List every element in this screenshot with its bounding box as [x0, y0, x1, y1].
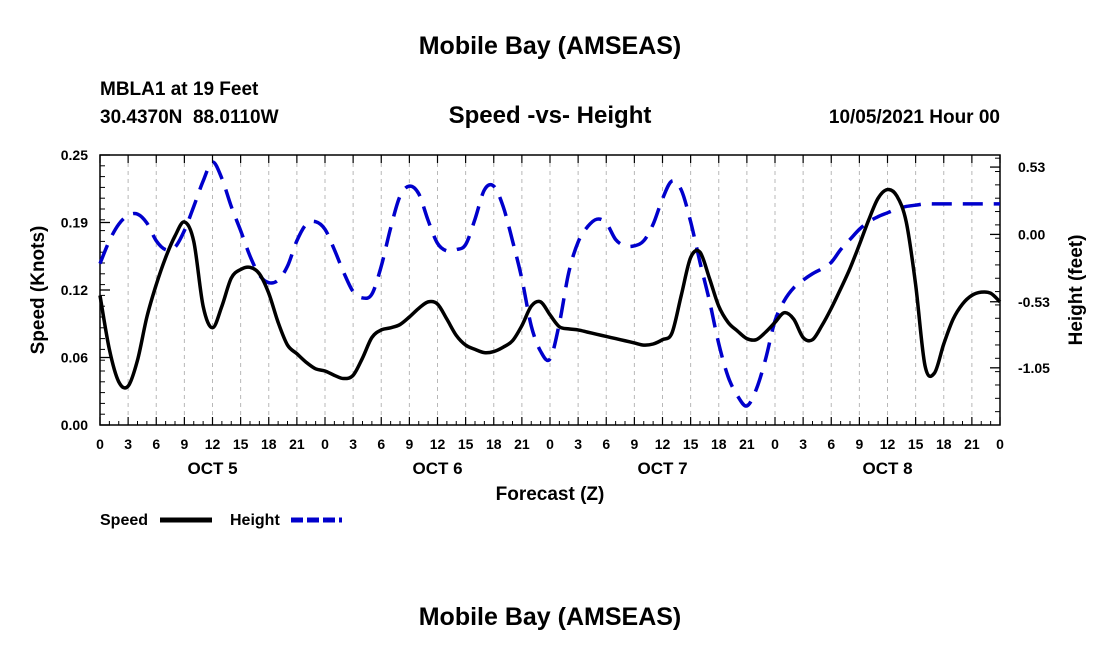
x-tick-label: 12 — [205, 436, 221, 452]
x-tick-label: 3 — [349, 436, 357, 452]
x-tick-label: 6 — [377, 436, 385, 452]
left-tick-label: 0.06 — [61, 350, 88, 366]
left-tick-label: 0.25 — [61, 147, 88, 163]
x-tick-label: 18 — [486, 436, 502, 452]
x-tick-label: 21 — [289, 436, 305, 452]
x-tick-label: 6 — [152, 436, 160, 452]
right-tick-label: 0.53 — [1018, 159, 1045, 175]
chart-title: Mobile Bay (AMSEAS) — [419, 32, 682, 60]
station-coordinates: 30.4370N 88.0110W — [100, 107, 279, 128]
legend-height-label: Height — [230, 512, 280, 529]
day-label: OCT 5 — [187, 459, 237, 478]
right-axis: 0.53 0.00 -0.53 -1.05 — [990, 157, 1050, 426]
legend: Speed Height — [100, 512, 342, 529]
y-axis-right-label: Height (feet) — [1066, 235, 1087, 346]
x-tick-label: 0 — [771, 436, 779, 452]
left-tick-label: 0.12 — [61, 282, 88, 298]
y-axis-left-label: Speed (Knots) — [28, 226, 49, 355]
day-label: OCT 6 — [412, 459, 462, 478]
left-tick-label: 0.19 — [61, 215, 88, 231]
day-label: OCT 8 — [862, 459, 912, 478]
x-tick-label: 21 — [964, 436, 980, 452]
x-tick-label: 0 — [96, 436, 104, 452]
right-tick-label: -0.53 — [1018, 294, 1050, 310]
x-tick-label: 9 — [855, 436, 863, 452]
x-tick-label: 0 — [996, 436, 1004, 452]
x-tick-label: 15 — [908, 436, 924, 452]
left-tick-label: 0.00 — [61, 417, 88, 433]
x-tick-label: 15 — [683, 436, 699, 452]
x-tick-label: 6 — [602, 436, 610, 452]
x-tick-label: 21 — [514, 436, 530, 452]
legend-speed-label: Speed — [100, 512, 148, 529]
x-tick-label: 9 — [630, 436, 638, 452]
x-tick-label: 15 — [458, 436, 474, 452]
left-axis: 0.00 0.06 0.12 0.19 0.25 — [61, 147, 110, 433]
x-tick-label: 0 — [546, 436, 554, 452]
footer-title: Mobile Bay (AMSEAS) — [419, 603, 682, 631]
right-tick-label: -1.05 — [1018, 360, 1050, 376]
speed-series-line — [98, 187, 1002, 390]
x-tick-label: 21 — [739, 436, 755, 452]
bottom-axis: 0 3 6 9 12 15 18 21 0 3 6 9 12 15 18 21 0 3 6 9 12 15 18 21 0 3 6 9… — [96, 155, 1004, 478]
x-tick-label: 3 — [574, 436, 582, 452]
x-tick-label: 3 — [799, 436, 807, 452]
x-tick-label: 12 — [655, 436, 671, 452]
x-tick-label: 18 — [936, 436, 952, 452]
grid-lines — [127, 155, 973, 425]
x-tick-label: 12 — [430, 436, 446, 452]
x-axis-label: Forecast (Z) — [496, 484, 605, 505]
day-label: OCT 7 — [637, 459, 687, 478]
x-tick-label: 6 — [827, 436, 835, 452]
x-tick-label: 9 — [180, 436, 188, 452]
x-tick-label: 15 — [233, 436, 249, 452]
right-tick-label: 0.00 — [1018, 226, 1045, 242]
station-label: MBLA1 at 19 Feet — [100, 79, 259, 100]
x-tick-label: 9 — [405, 436, 413, 452]
x-tick-label: 18 — [261, 436, 277, 452]
x-tick-label: 18 — [711, 436, 727, 452]
x-tick-label: 12 — [880, 436, 896, 452]
issue-time: 10/05/2021 Hour 00 — [829, 107, 1000, 128]
height-series-line — [98, 160, 1000, 408]
x-tick-label: 3 — [124, 436, 132, 452]
chart-subtitle: Speed -vs- Height — [449, 102, 652, 129]
x-tick-label: 0 — [321, 436, 329, 452]
